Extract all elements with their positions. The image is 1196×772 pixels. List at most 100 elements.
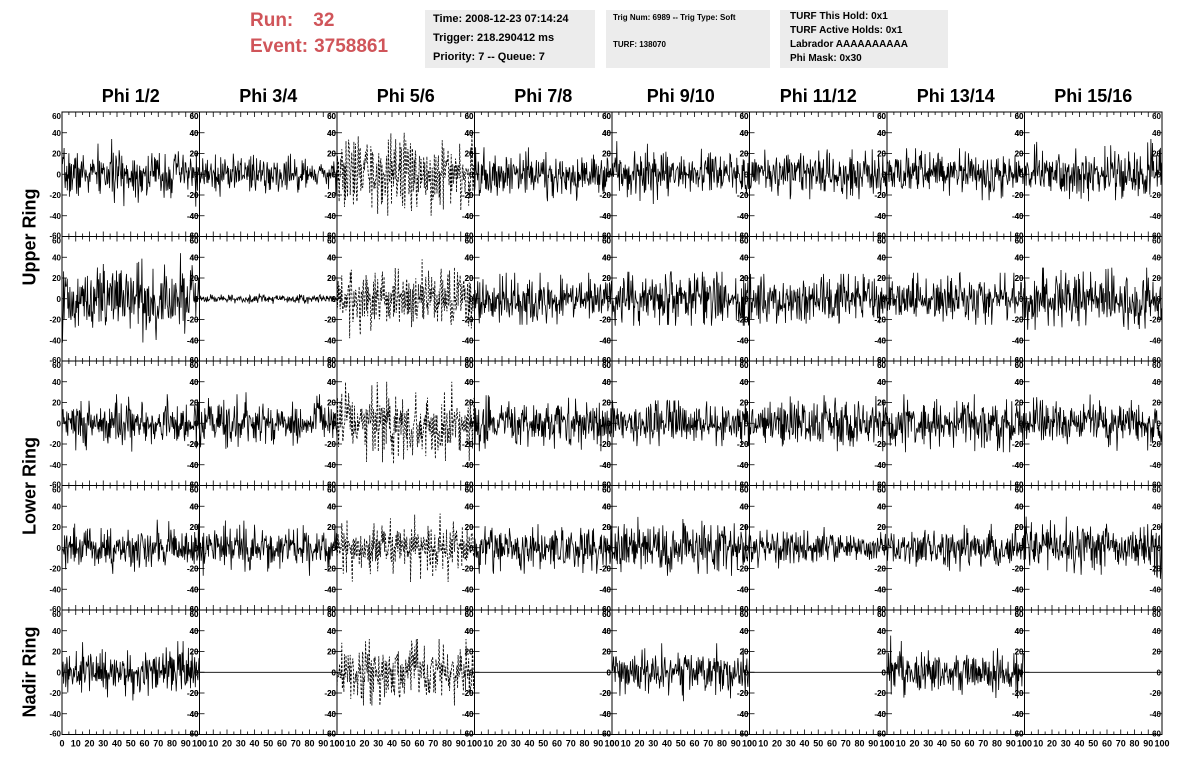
y-tick-label: 0 [1019,170,1024,179]
y-tick-label: -20 [874,316,886,325]
y-tick-label: 0 [194,170,199,179]
y-tick-label: 20 [740,648,749,657]
x-tick-label: 30 [1061,739,1071,749]
x-tick-label: 10 [1033,739,1043,749]
x-tick-label: 60 [414,739,424,749]
y-tick-label: -40 [599,336,611,345]
y-tick-label: 40 [327,253,336,262]
y-tick-label: -40 [324,585,336,594]
y-tick-label: 60 [877,610,886,619]
y-tick-label: 0 [469,170,474,179]
phi-mask-text: Phi Mask: 0x30 [790,53,862,64]
y-tick-label: -40 [462,710,474,719]
phi-column-header: Phi 3/4 [239,86,298,106]
y-tick-label: 20 [1015,523,1024,532]
waveform-trace [611,643,750,702]
y-tick-label: 0 [744,668,749,677]
y-tick-label: 40 [327,378,336,387]
y-tick-label: 20 [327,150,336,159]
x-tick-label: 10 [208,739,218,749]
y-tick-label: -20 [187,316,199,325]
y-tick-label: 40 [877,253,886,262]
y-tick-label: 0 [744,668,749,677]
x-tick-label: 70 [428,739,438,749]
y-tick-label: -40 [1012,336,1024,345]
y-tick-label: 20 [740,648,749,657]
y-tick-label: -40 [462,336,474,345]
y-tick-label: -40 [874,336,886,345]
y-tick-label: 40 [1015,502,1024,511]
y-tick-label: 60 [602,237,611,246]
y-tick-label: 20 [877,523,886,532]
y-tick-label: 60 [465,112,474,121]
y-tick-label: -40 [324,461,336,470]
y-tick-label: 60 [1015,112,1024,121]
y-tick-label: -40 [599,710,611,719]
y-tick-label: -20 [462,440,474,449]
y-tick-label: 20 [1015,399,1024,408]
run-number: 32 [313,10,335,31]
y-tick-label: -40 [462,585,474,594]
y-tick-label: -20 [599,689,611,698]
y-tick-label: 20 [465,274,474,283]
y-tick-label: -20 [462,316,474,325]
y-tick-label: 60 [190,237,199,246]
y-tick-label: -40 [599,585,611,594]
y-tick-label: 20 [327,274,336,283]
y-tick-label: -20 [599,565,611,574]
y-tick-label: 20 [1015,399,1024,408]
y-tick-label: -20 [737,440,749,449]
y-tick-label: -20 [324,565,336,574]
y-tick-label: 20 [740,399,749,408]
y-tick-label: -20 [1149,440,1161,449]
y-tick-label: 40 [52,627,61,636]
time-text: Time: 2008-12-23 07:14:24 [433,13,569,25]
x-tick-label: 40 [249,739,259,749]
y-tick-label: 20 [1015,150,1024,159]
x-tick-label: 40 [662,739,672,749]
y-tick-label: -20 [737,565,749,574]
y-tick-label: 40 [190,378,199,387]
y-tick-label: -20 [324,191,336,200]
waveform-trace [61,519,200,574]
y-tick-label: 40 [327,502,336,511]
y-tick-label: 40 [602,129,611,138]
y-tick-label: 60 [190,610,199,619]
y-tick-label: -20 [874,565,886,574]
x-tick-label: 90 [181,739,191,749]
y-tick-label: 0 [469,419,474,428]
x-tick-label: 80 [854,739,864,749]
y-tick-label: 60 [602,361,611,370]
y-tick-label: 60 [465,361,474,370]
x-tick-label: 80 [992,739,1002,749]
y-tick-label: 0 [1157,170,1162,179]
y-tick-label: 20 [877,399,886,408]
waveform-trace [474,147,613,202]
y-tick-label: 40 [1015,378,1024,387]
y-tick-label: 20 [740,150,749,159]
y-tick-label: 60 [190,361,199,370]
waveform-trace [336,132,475,216]
y-tick-label: 20 [465,274,474,283]
y-tick-label: 60 [1015,361,1024,370]
y-tick-label: 60 [1015,237,1024,246]
x-tick-label: 40 [112,739,122,749]
waveform-trace [1024,394,1163,451]
x-tick-label: 90 [1143,739,1153,749]
waveform-trace [749,273,888,324]
x-tick-label: 90 [1006,739,1016,749]
y-tick-label: -20 [49,689,61,698]
y-tick-label: 60 [465,486,474,495]
y-tick-label: -40 [462,461,474,470]
x-tick-label: 40 [799,739,809,749]
y-tick-label: 20 [602,648,611,657]
y-tick-label: 40 [740,627,749,636]
y-tick-label: 60 [1152,610,1161,619]
y-tick-label: -40 [187,710,199,719]
